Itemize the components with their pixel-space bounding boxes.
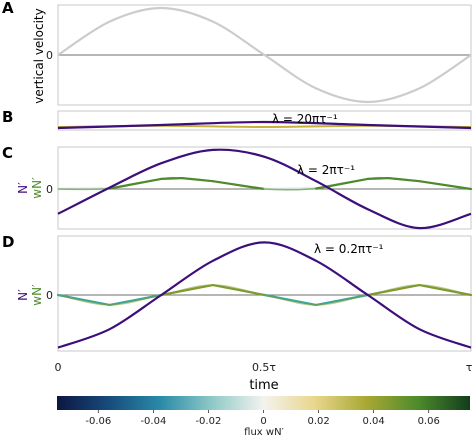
panel-c-flux-line	[56, 176, 473, 191]
colorbar-tick-label: 0.04	[362, 416, 384, 427]
panel-c-ytick-0: 0	[46, 183, 53, 196]
panel-letter-b: B	[2, 108, 13, 126]
panel-b-n-line	[57, 120, 472, 130]
colorbar-ticks: -0.06 -0.04 -0.02 0 0.02 0.04 0.06	[85, 410, 440, 427]
panel-c-ylabel-n: N′	[16, 182, 30, 194]
x-tick-half: 0.5τ	[252, 361, 276, 374]
panel-d-ytick-0: 0	[46, 289, 53, 302]
panel-d-ylabel-n: N′	[16, 289, 30, 301]
x-tick-tau: τ	[466, 361, 473, 374]
panel-b-annotation: λ = 20πτ⁻¹	[272, 112, 338, 126]
panel-d-frame	[57, 235, 472, 352]
flux-curve	[57, 176, 472, 191]
panel-c-ylabel-wn: wN′	[30, 177, 44, 199]
panel-d-annotation: λ = 0.2πτ⁻¹	[314, 242, 384, 256]
panel-d-n-line	[57, 241, 472, 349]
colorbar-tick-label: -0.02	[195, 416, 221, 427]
x-tick-0: 0	[55, 361, 62, 374]
colorbar-tick-label: 0.06	[418, 416, 440, 427]
flux-curve	[57, 284, 472, 306]
panel-d-ylabel-wn: wN′	[30, 284, 44, 306]
panel-letter-d: D	[2, 233, 14, 251]
colorbar-tick-label: -0.06	[85, 416, 111, 427]
panel-d-flux-line	[56, 284, 473, 306]
colorbar-tick-label: 0.02	[307, 416, 329, 427]
colorbar-label: flux wN′	[244, 427, 284, 437]
panel-c-n-line	[57, 148, 472, 230]
panel-a-velocity-line	[57, 6, 472, 104]
panel-a-ylabel: vertical velocity	[32, 8, 46, 103]
panel-a-ytick-0: 0	[46, 49, 53, 62]
panel-letter-c: C	[2, 144, 13, 162]
colorbar	[57, 396, 470, 410]
x-axis-label: time	[249, 378, 278, 393]
panel-b-frame	[57, 110, 472, 131]
panel-c-annotation: λ = 2πτ⁻¹	[297, 163, 355, 177]
colorbar-tick-label: -0.04	[140, 416, 166, 427]
colorbar-tick-label: 0	[260, 416, 266, 427]
panel-letter-a: A	[2, 0, 14, 17]
